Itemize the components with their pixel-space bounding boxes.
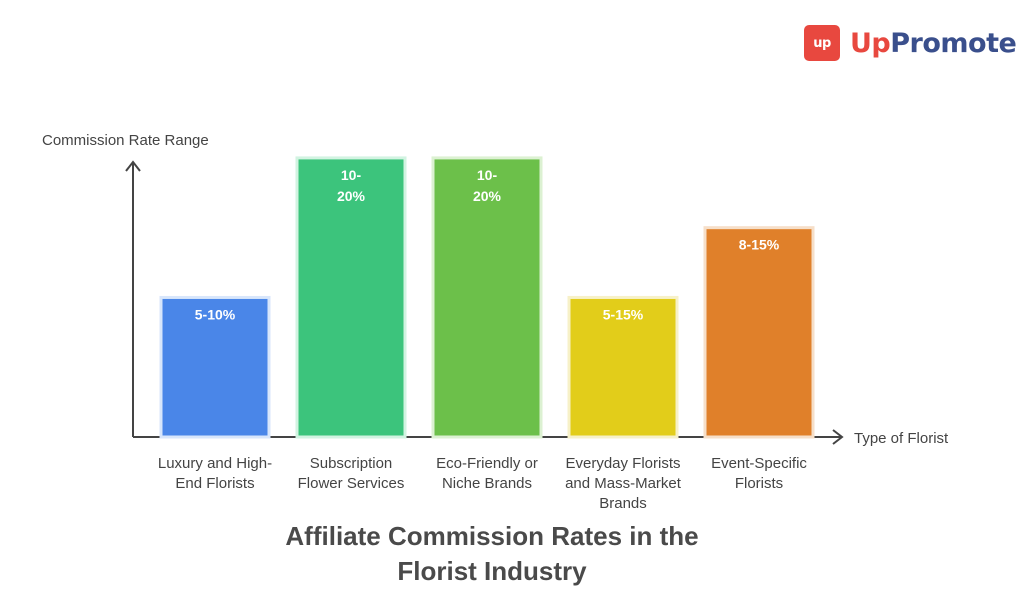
category-label: Subscription Flower Services	[298, 455, 405, 492]
bar	[703, 226, 815, 439]
category-label: Event-Specific Florists	[711, 455, 807, 492]
upromote-logo-icon: up	[804, 25, 840, 61]
bar-value-label: 10-20%	[337, 167, 366, 204]
upromote-logo: up UpPromote	[804, 25, 1017, 61]
x-axis-label: Type of Florist	[854, 430, 949, 447]
brand-name-up: Up	[850, 27, 891, 59]
brand-name-promote: Promote	[890, 27, 1017, 59]
bar-value-label: 5-10%	[195, 306, 236, 322]
category-label: Everyday Florists and Mass-Market Brands	[565, 455, 682, 512]
chart-title: Affiliate Commission Rates in the Floris…	[285, 521, 699, 586]
bar	[159, 295, 271, 439]
category-label: Luxury and High-End Florists	[158, 455, 272, 492]
bar	[567, 295, 679, 439]
y-axis-arrow-icon	[125, 160, 141, 172]
category-label: Eco-Friendly or Niche Brands	[436, 455, 538, 492]
x-axis-arrow-icon	[832, 429, 844, 445]
bar	[431, 156, 543, 439]
bar-value-label: 10-20%	[473, 167, 502, 204]
brand-name: UpPromote	[850, 27, 1017, 59]
bar-value-label: 5-15%	[603, 306, 644, 322]
bar	[295, 156, 407, 439]
bar-value-label: 8-15%	[739, 237, 780, 253]
y-axis-label: Commission Rate Range	[42, 132, 209, 149]
